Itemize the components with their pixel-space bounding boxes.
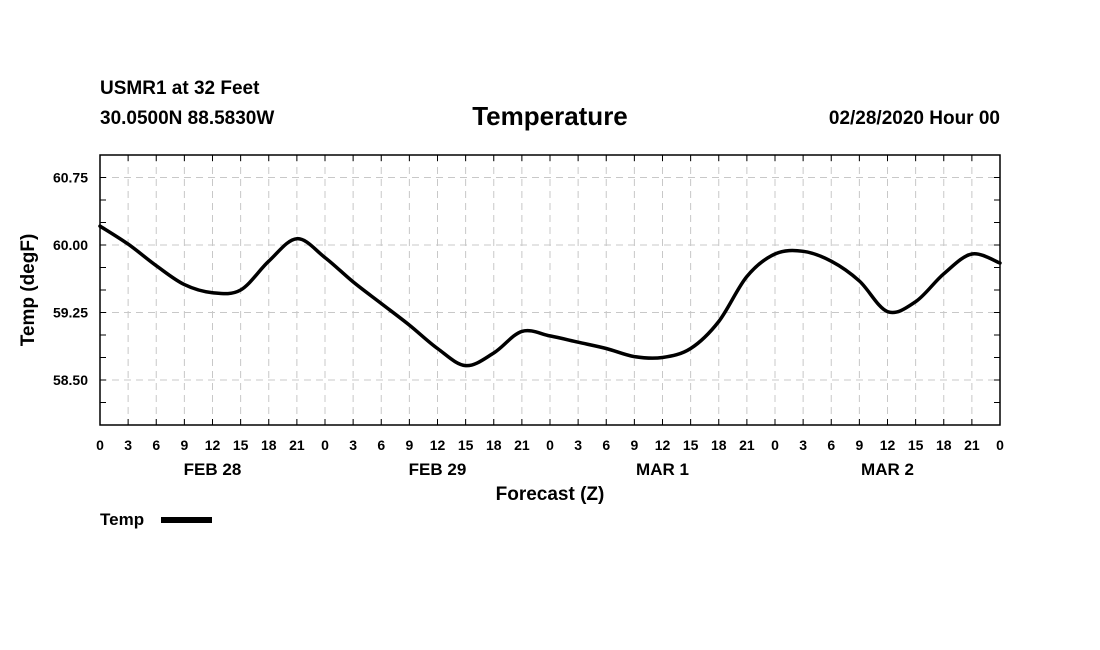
x-axis-tick-labels: 0 3 6 9 12 15 18 21 0 3 6 9 12 15 18 21 0 3 6 9 12 15 18 21 0 3 6 9… [96, 437, 1004, 453]
station-label: USMR1 at 32 Feet [100, 78, 260, 99]
x-tick-label: 3 [574, 437, 582, 453]
x-tick-label: 18 [486, 437, 502, 453]
x-tick-label: 9 [855, 437, 863, 453]
x-tick-label: 18 [711, 437, 727, 453]
x-tick-label: 12 [655, 437, 671, 453]
x-tick-label: 9 [630, 437, 638, 453]
y-tick-label: 60.00 [53, 237, 88, 253]
x-tick-label: 9 [180, 437, 188, 453]
day-label: FEB 28 [184, 460, 242, 479]
y-axis-tick-labels: 58.50 59.25 60.00 60.75 [53, 170, 88, 389]
x-tick-label: 6 [377, 437, 385, 453]
x-tick-label: 6 [827, 437, 835, 453]
y-tick-label: 58.50 [53, 372, 88, 388]
day-label: MAR 1 [636, 460, 689, 479]
x-tick-label: 12 [205, 437, 221, 453]
x-tick-label: 21 [739, 437, 755, 453]
day-label: MAR 2 [861, 460, 914, 479]
legend: Temp [100, 510, 212, 529]
x-tick-label: 15 [233, 437, 249, 453]
day-labels: FEB 28 FEB 29 MAR 1 MAR 2 [184, 460, 914, 479]
plot-frame [99, 154, 1001, 426]
x-tick-label: 6 [602, 437, 610, 453]
x-tick-label: 0 [321, 437, 329, 453]
x-tick-label: 3 [799, 437, 807, 453]
x-tick-label: 9 [405, 437, 413, 453]
x-tick-label: 3 [349, 437, 357, 453]
x-tick-label: 18 [936, 437, 952, 453]
x-tick-label: 0 [996, 437, 1004, 453]
coordinates-label: 30.0500N 88.5830W [100, 108, 274, 129]
x-tick-label: 6 [152, 437, 160, 453]
y-tick-label: 60.75 [53, 170, 88, 186]
grid-lines [100, 155, 1000, 425]
x-tick-label: 15 [908, 437, 924, 453]
x-tick-label: 21 [514, 437, 530, 453]
axis-ticks [99, 154, 1001, 426]
x-tick-label: 0 [96, 437, 104, 453]
temp-series-line [98, 224, 1002, 368]
x-tick-label: 21 [964, 437, 980, 453]
x-tick-label: 0 [546, 437, 554, 453]
day-label: FEB 29 [409, 460, 467, 479]
legend-label: Temp [100, 510, 144, 529]
y-axis-label: Temp (degF) [18, 234, 39, 347]
forecast-datetime-label: 02/28/2020 Hour 00 [829, 108, 1000, 129]
y-tick-label: 59.25 [53, 305, 88, 321]
chart-title: Temperature [472, 101, 628, 131]
x-tick-label: 21 [289, 437, 305, 453]
x-axis-label: Forecast (Z) [496, 484, 605, 505]
x-tick-label: 3 [124, 437, 132, 453]
x-tick-label: 12 [880, 437, 896, 453]
x-tick-label: 15 [458, 437, 474, 453]
x-tick-label: 0 [771, 437, 779, 453]
x-tick-label: 15 [683, 437, 699, 453]
x-tick-label: 12 [430, 437, 446, 453]
x-tick-label: 18 [261, 437, 277, 453]
